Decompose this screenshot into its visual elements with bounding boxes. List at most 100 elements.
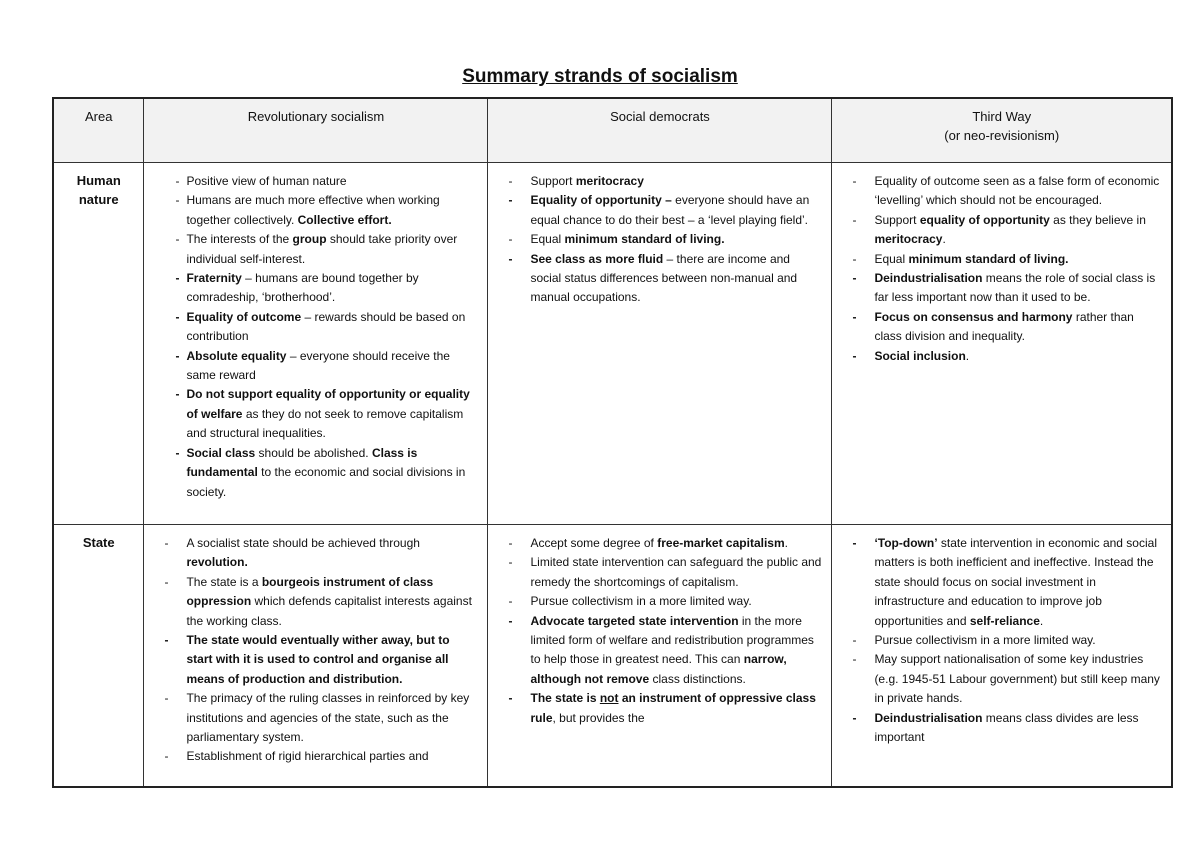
bold-text: Equality of opportunity – bbox=[530, 193, 676, 208]
bold-text: See class as more fluid bbox=[530, 251, 664, 266]
list-item: - The primacy of the ruling classes in re… bbox=[164, 689, 478, 747]
summary-table: Area Revolutionary socialism Social demo… bbox=[52, 97, 1173, 788]
cell-social-democrats: - Accept some degree of free-market capit… bbox=[487, 524, 833, 788]
bullet-list: - Equality of outcome seen as a false for… bbox=[833, 172, 1162, 366]
bullet-list: - ‘Top-down’ state intervention in econom… bbox=[833, 534, 1162, 747]
area-label: Human nature bbox=[76, 173, 121, 208]
bold-text: minimum standard of living. bbox=[908, 251, 1069, 266]
text: which defends capitalist interests again… bbox=[186, 594, 472, 628]
text: Support bbox=[874, 212, 920, 227]
list-item: - Limited state intervention can safeguar… bbox=[508, 553, 822, 592]
list-item: - Social class should be abolished. Class… bbox=[175, 444, 478, 502]
bold-text: narrow, although not remove bbox=[530, 652, 787, 686]
text: to the economic and social divisions in … bbox=[186, 465, 466, 499]
bold-text: revolution. bbox=[186, 555, 248, 570]
list-item: - The state is a bourgeois instrument of … bbox=[164, 573, 478, 631]
list-item: - Establishment of rigid hierarchical par… bbox=[164, 747, 478, 766]
text: Accept some degree of bbox=[530, 536, 658, 550]
bold-text: ‘Top-down’ bbox=[874, 536, 938, 550]
text: . bbox=[1039, 613, 1044, 628]
list-item: - Equality of opportunity – everyone shou… bbox=[508, 191, 822, 230]
text: means class divides are less important bbox=[874, 710, 1139, 745]
bold-text: Deindustrialisation bbox=[874, 271, 983, 286]
bullet-dash: - bbox=[508, 232, 513, 247]
bold-text: an instrument of oppressive class rule bbox=[530, 691, 816, 725]
area-cell: Human nature bbox=[52, 162, 145, 525]
bullet-dash: - bbox=[508, 174, 513, 188]
bold-text: bourgeois instrument of class oppression bbox=[186, 574, 434, 609]
list-item: - Deindustrialisation means class divides… bbox=[852, 709, 1162, 748]
header-third-way: Third Way (or neo-revisionism) bbox=[831, 97, 1173, 163]
cell-revolutionary: - Positive view of human nature - Humans ar… bbox=[143, 162, 489, 525]
list-item: - Social inclusion. bbox=[852, 347, 1162, 366]
bullet-dash: - bbox=[175, 309, 180, 324]
bullet-dash: - bbox=[164, 574, 169, 589]
bullet-list: - Support meritocracy - Equality of opportu… bbox=[489, 172, 822, 308]
text: means the role of social class is far le… bbox=[874, 271, 1156, 305]
header-row: Area Revolutionary socialism Social demo… bbox=[52, 97, 1173, 163]
list-item: - Advocate targeted state intervention in… bbox=[508, 612, 822, 690]
list-item: - The state is not an instrument of oppre… bbox=[508, 689, 822, 728]
text: Humans are much more effective when work… bbox=[186, 193, 440, 227]
bullet-dash: - bbox=[852, 536, 857, 550]
list-item: - Accept some degree of free-market capit… bbox=[508, 534, 822, 553]
cell-social-democrats: - Support meritocracy - Equality of opportu… bbox=[487, 162, 833, 525]
text: . bbox=[784, 536, 788, 550]
bold-text: group bbox=[292, 232, 327, 247]
text: as they do not seek to remove capitalism… bbox=[186, 406, 464, 441]
bullet-dash: - bbox=[508, 193, 513, 208]
bold-text: self-reliance bbox=[969, 613, 1040, 628]
bullet-dash: - bbox=[852, 309, 857, 324]
bold-text: Social class bbox=[186, 445, 256, 460]
text: should take priority over individual sel… bbox=[186, 232, 458, 266]
text: Equality of outcome seen as a false form… bbox=[874, 174, 1160, 208]
text: should be abolished. bbox=[255, 445, 372, 460]
text: in the more limited form of welfare and … bbox=[530, 613, 814, 667]
text: Equal bbox=[530, 232, 565, 247]
bullet-dash: - bbox=[508, 555, 513, 570]
header-third-way-sublabel: (or neo-revisionism) bbox=[944, 128, 1060, 144]
list-item: - Do not support equality of opportunity … bbox=[175, 385, 478, 443]
bullet-dash: - bbox=[508, 691, 513, 706]
bold-text: Deindustrialisation bbox=[874, 710, 983, 725]
bullet-dash: - bbox=[852, 348, 857, 363]
row-human-nature: Human nature - Positive view of human nat… bbox=[52, 162, 1173, 525]
bullet-dash: - bbox=[852, 212, 857, 227]
bold-text: meritocracy bbox=[874, 232, 943, 247]
bullet-dash: - bbox=[164, 691, 169, 706]
text: The interests of the bbox=[186, 232, 293, 247]
bullet-dash: - bbox=[175, 174, 180, 188]
text: Equal bbox=[874, 251, 909, 266]
bold-text: Do not support equality of opportunity o… bbox=[186, 387, 470, 421]
area-cell: State bbox=[52, 524, 145, 788]
list-item: - The state would eventually wither away,… bbox=[164, 631, 478, 689]
text: Establishment of rigid hierarchical part… bbox=[186, 749, 429, 764]
text: rather than class division and inequalit… bbox=[874, 309, 1134, 344]
text: The primacy of the ruling classes in rei… bbox=[186, 691, 470, 745]
list-item: - Humans are much more effective when wor… bbox=[175, 191, 478, 230]
bold-text: The state is bbox=[530, 691, 600, 706]
bold-text: free-market capitalism bbox=[657, 536, 785, 550]
bold-text: Equality of outcome bbox=[186, 309, 302, 324]
text: Pursue collectivism in a more limited wa… bbox=[874, 633, 1096, 648]
bullet-dash: - bbox=[852, 652, 857, 667]
text: Positive view of human nature bbox=[186, 174, 347, 188]
text: . bbox=[965, 348, 970, 363]
text: everyone should have an equal chance to … bbox=[530, 193, 810, 227]
list-item: - Deindustrialisation means the role of s… bbox=[852, 269, 1162, 308]
bold-text: Advocate targeted state intervention bbox=[530, 613, 739, 628]
text: class distinctions. bbox=[649, 671, 746, 686]
text: A socialist state should be achieved thr… bbox=[186, 536, 420, 550]
text: – there are income and social status dif… bbox=[530, 251, 798, 305]
header-third-way-label: Third Way bbox=[972, 109, 1032, 124]
list-item: - A socialist state should be achieved th… bbox=[164, 534, 478, 573]
bullet-dash: - bbox=[175, 387, 180, 402]
list-item: - Absolute equality – everyone should rec… bbox=[175, 347, 478, 386]
bullet-list: - A socialist state should be achieved th… bbox=[145, 534, 478, 767]
bold-text: Class is fundamental bbox=[186, 445, 418, 480]
list-item: - Support equality of opportunity as they… bbox=[852, 211, 1162, 250]
text: May support nationalisation of some key … bbox=[874, 652, 1160, 706]
header-social-democrats: Social democrats bbox=[487, 97, 833, 163]
row-state: State - A socialist state should be achie… bbox=[52, 524, 1173, 788]
bullet-list: - Positive view of human nature - Humans ar… bbox=[145, 172, 478, 502]
